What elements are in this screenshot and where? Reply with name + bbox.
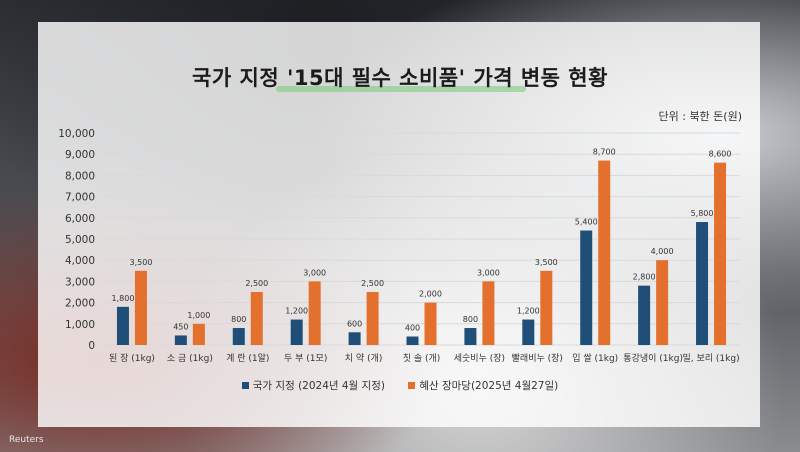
data-label-series2: 4,000 [651, 247, 674, 256]
bar-series2 [134, 270, 147, 345]
legend-item-series1: 국가 지정 (2024년 4월 지정) [241, 378, 385, 393]
bar-series1 [580, 230, 593, 345]
bar-series2 [540, 270, 553, 345]
legend: 국가 지정 (2024년 4월 지정) 혜산 장마당(2025년 4월27일) [0, 378, 800, 393]
legend-swatch-series2 [408, 382, 416, 389]
data-label-series2: 2,500 [361, 279, 384, 288]
bar-series2 [656, 260, 669, 345]
bar-series2 [308, 281, 321, 345]
data-label-series2: 3,500 [130, 258, 153, 267]
x-tick-label: 빨래비누 (장) [512, 353, 563, 364]
data-label-series1: 600 [347, 319, 362, 328]
data-label-series2: 3,000 [477, 268, 500, 277]
bar-series2 [714, 162, 727, 345]
x-tick-label: 된 장 (1kg) [109, 352, 155, 364]
y-tick-label: 6,000 [65, 213, 95, 225]
data-label-series2: 2,500 [245, 279, 268, 288]
data-label-series2: 1,000 [187, 311, 210, 320]
data-label-series1: 5,400 [575, 218, 598, 227]
y-tick-label: 10,000 [58, 128, 95, 140]
data-label-series2: 2,000 [419, 290, 442, 299]
bar-series1 [290, 319, 303, 345]
bar-series1 [232, 328, 245, 345]
data-label-series2: 3,000 [303, 268, 326, 277]
data-label-series1: 1,800 [112, 294, 135, 303]
bar-series1 [406, 336, 419, 345]
y-tick-label: 7,000 [65, 192, 95, 204]
bar-series1 [174, 335, 187, 345]
bar-series2 [250, 292, 263, 345]
data-label-series1: 5,800 [691, 209, 714, 218]
bar-series1 [348, 332, 361, 345]
data-label-series1: 800 [463, 315, 478, 324]
data-label-series2: 8,700 [593, 148, 616, 157]
unit-label: 단위 : 북한 돈(원) [658, 110, 743, 123]
photo-credit: Reuters [9, 435, 44, 445]
y-tick-label: 9,000 [65, 149, 95, 161]
title-highlight [276, 86, 526, 92]
y-tick-label: 8,000 [65, 170, 95, 182]
bar-series1 [464, 328, 477, 345]
data-label-series1: 1,200 [285, 307, 308, 316]
bar-series2 [598, 160, 611, 345]
data-label-series2: 8,600 [709, 150, 732, 159]
x-tick-label: 입 쌀 (1kg) [572, 352, 618, 364]
data-label-series1: 450 [173, 322, 188, 331]
data-label-series1: 1,200 [517, 307, 540, 316]
y-tick-label: 4,000 [65, 255, 95, 267]
x-tick-label: 치 약 (개) [345, 352, 383, 364]
x-tick-label: 통강냉이 (1kg) [623, 353, 683, 364]
legend-label-series1: 국가 지정 (2024년 4월 지정) [252, 380, 385, 392]
x-tick-label: 세숫비누 (장) [454, 353, 505, 364]
bar-series2 [192, 323, 205, 345]
legend-label-series2: 혜산 장마당(2025년 4월27일) [419, 380, 559, 392]
bar-series2 [366, 292, 379, 345]
x-tick-label: 두 부 (1모) [284, 353, 327, 364]
y-tick-label: 2,000 [65, 298, 95, 310]
bar-series2 [424, 302, 437, 345]
y-tick-label: 1,000 [65, 319, 95, 331]
x-tick-label: 밀, 보리 (1kg) [682, 352, 739, 364]
legend-swatch-series1 [241, 382, 249, 389]
x-tick-label: 칫 솔 (개) [403, 353, 441, 364]
data-label-series1: 2,800 [633, 273, 656, 282]
bar-series1 [522, 319, 535, 345]
x-tick-label: 소 금 (1kg) [167, 353, 213, 364]
bar-series1 [116, 306, 129, 345]
bar-series1 [696, 222, 709, 345]
bar-series1 [638, 285, 651, 345]
y-tick-label: 0 [88, 340, 95, 352]
bar-series2 [482, 281, 495, 345]
data-label-series1: 400 [405, 324, 420, 333]
y-tick-label: 3,000 [65, 276, 95, 288]
chart-title: 국가 지정 '15대 필수 소비품' 가격 변동 현황 [192, 66, 608, 90]
y-tick-label: 5,000 [65, 234, 95, 246]
x-tick-label: 계 란 (1알) [226, 352, 269, 364]
data-label-series1: 800 [231, 315, 246, 324]
legend-item-series2: 혜산 장마당(2025년 4월27일) [408, 378, 558, 393]
data-label-series2: 3,500 [535, 258, 558, 267]
